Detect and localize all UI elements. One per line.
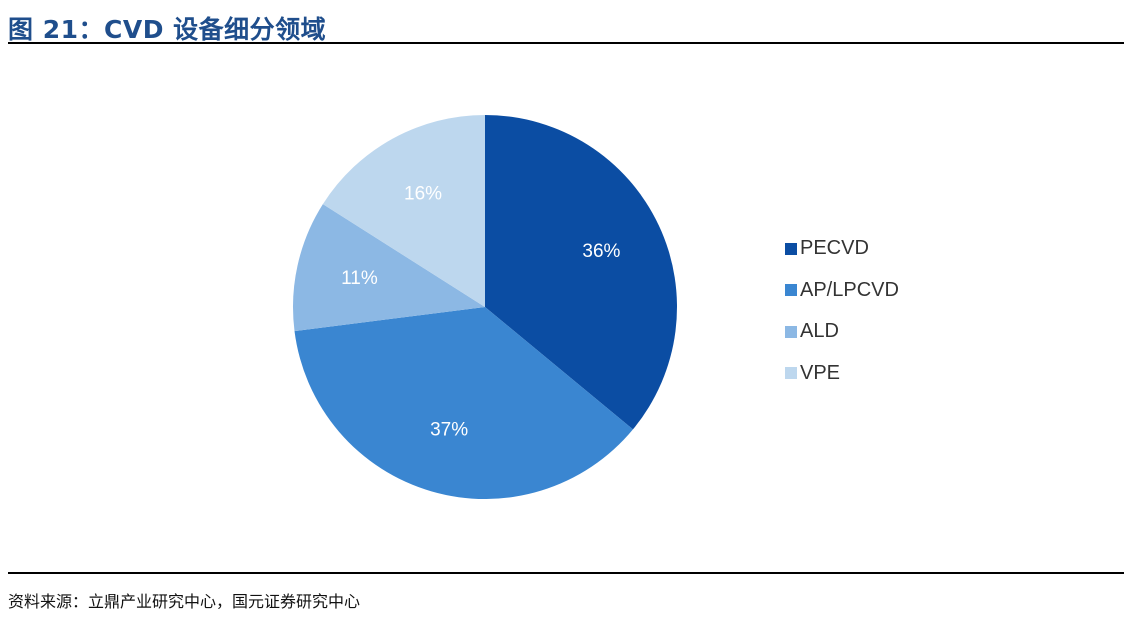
legend-item-ald: ALD [785,311,899,353]
legend-label-ald: ALD [800,320,839,343]
legend-item-vpe: VPE [785,353,899,395]
legend-swatch-vpe [785,367,797,380]
legend-swatch-ap-lpcvd [785,284,797,297]
figure-title: 图 21：CVD 设备细分领域 [8,15,327,44]
legend-swatch-pecvd [785,242,797,255]
pie-chart-svg: 36% 37% 11% 16% [293,115,677,500]
data-label-pecvd: 36% [582,241,620,262]
legend-label-ap-lpcvd: AP/LPCVD [800,278,899,301]
legend-item-pecvd: PECVD [785,228,899,270]
data-label-vpe: 16% [404,183,442,204]
footer-divider [8,572,1124,574]
title-divider [8,42,1124,44]
pie-slice-vpe [322,115,485,307]
legend-label-vpe: VPE [800,361,841,384]
chart-legend: PECVD AP/LPCVD ALD VPE [785,228,899,394]
pie-chart: 36% 37% 11% 16% PECVD AP/LPCVD ALD VPE [0,50,1130,565]
legend-label-pecvd: PECVD [800,237,869,260]
data-label-ald: 11% [341,268,378,289]
legend-item-ap-lpcvd: AP/LPCVD [785,270,899,312]
pie-slice-ap-lpcvd [294,307,633,500]
source-note: 资料来源：立鼎产业研究中心，国元证券研究中心 [8,592,361,611]
data-label-ap-lpcvd: 37% [430,420,468,441]
pie-slice-pecvd [485,115,677,430]
pie-slice-ald [293,204,485,332]
legend-swatch-ald [785,325,797,338]
